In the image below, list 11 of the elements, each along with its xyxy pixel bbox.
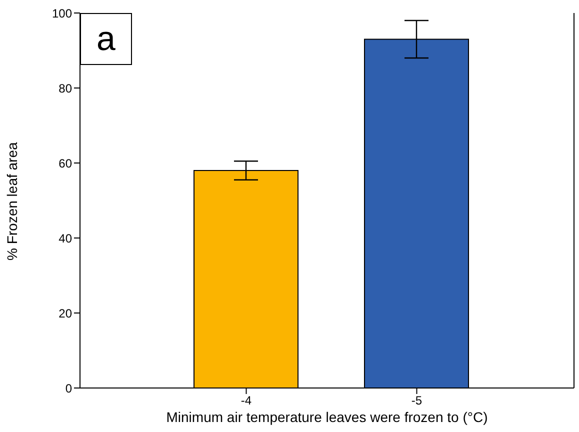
x-tick-label: -4 <box>240 394 252 408</box>
x-axis-title: Minimum air temperature leaves were frozen to (°C) <box>166 409 488 425</box>
y-tick-label: 100 <box>52 6 72 20</box>
y-tick-label: 80 <box>58 81 72 96</box>
y-tick-label: 60 <box>58 156 72 170</box>
y-tick-label: 40 <box>58 231 72 246</box>
y-tick-label: 0 <box>65 381 72 396</box>
x-tick-label: -5 <box>411 394 422 408</box>
annotation: a <box>80 13 132 65</box>
y-axis-title: % Frozen leaf area <box>4 142 20 260</box>
y-tick-label: 20 <box>58 306 72 320</box>
